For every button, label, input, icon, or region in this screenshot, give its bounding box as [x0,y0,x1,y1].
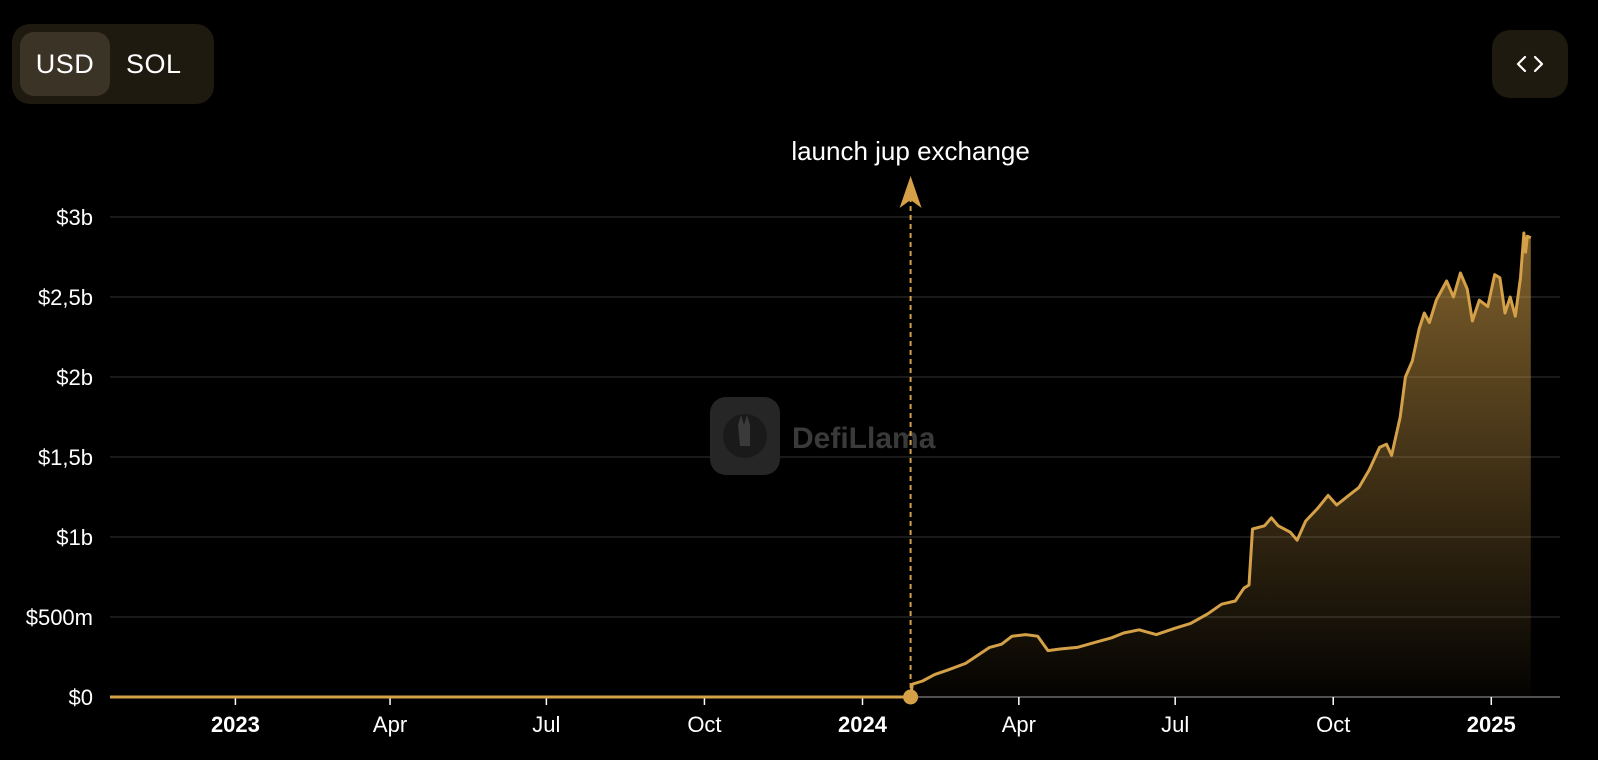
y-axis: $0 $500m $1b $1,5b $2b $2,5b $3b [26,205,93,710]
y-tick-label: $500m [26,605,93,630]
x-tick-label: Oct [1316,712,1350,737]
y-tick-label: $3b [56,205,93,230]
embed-code-button[interactable] [1492,30,1568,98]
y-tick-label: $2,5b [38,285,93,310]
y-tick-label: $1,5b [38,445,93,470]
watermark: DefiLlama [710,397,936,475]
series-line [110,231,1532,699]
currency-toggle: USD SOL [12,24,214,104]
x-tick-label: Apr [1002,712,1036,737]
x-tick-label: 2023 [211,712,260,737]
annotations: launch jup exchange [791,136,1030,705]
x-tick-label: 2024 [838,712,888,737]
x-axis: 2023 Apr Jul Oct 2024 Apr Jul Oct 2025 [211,697,1516,737]
x-tick-label: Oct [687,712,721,737]
y-tick-label: $2b [56,365,93,390]
annotation-arrow [899,176,922,208]
x-tick-label: Apr [373,712,407,737]
usd-toggle-button[interactable]: USD [20,32,110,96]
x-tick-label: Jul [1161,712,1189,737]
watermark-text: DefiLlama [792,422,936,455]
y-tick-label: $0 [69,685,93,710]
sol-toggle-button[interactable]: SOL [126,48,182,79]
x-tick-label: Jul [532,712,560,737]
code-icon [1516,55,1544,73]
annotation-dot[interactable] [903,689,919,705]
series-area [110,233,1531,697]
y-tick-label: $1b [56,525,93,550]
annotation-label: launch jup exchange [791,136,1030,166]
x-tick-label: 2025 [1467,712,1516,737]
llama-head-shape [738,415,750,446]
